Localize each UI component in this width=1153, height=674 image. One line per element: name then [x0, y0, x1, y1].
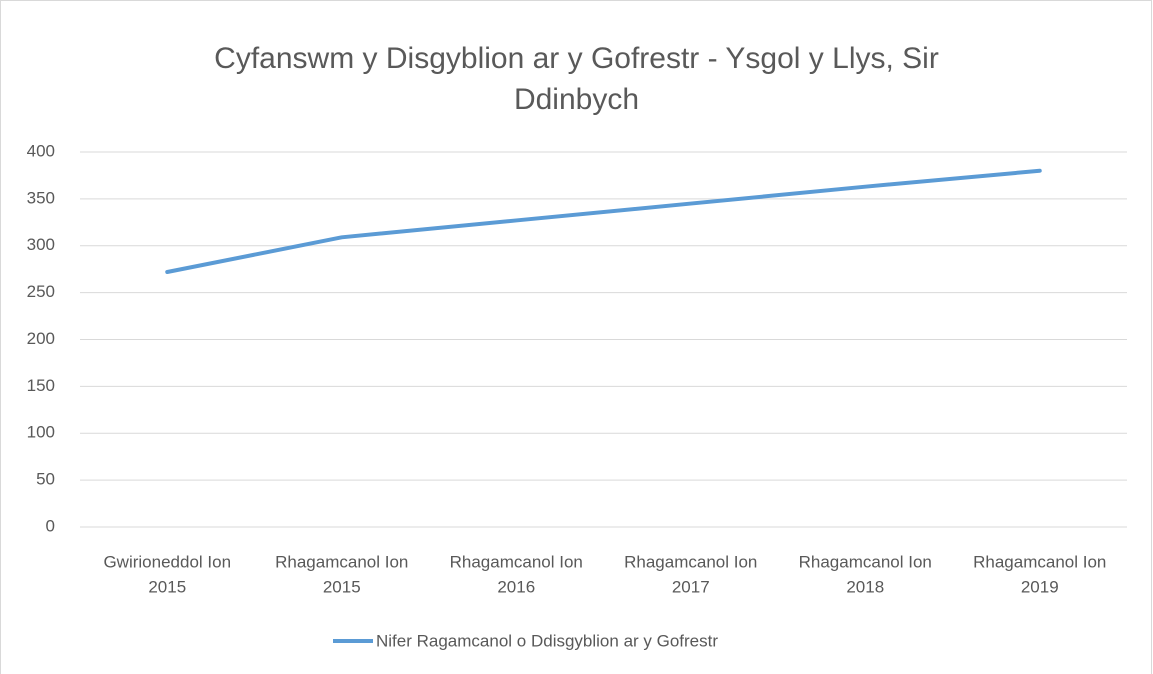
y-tick-label: 200: [27, 329, 55, 348]
x-tick-label: Rhagamcanol Ion: [624, 552, 757, 571]
chart-title: Cyfanswm y Disgyblion ar y Gofrestr - Ys…: [214, 42, 939, 116]
y-tick-label: 0: [46, 516, 55, 535]
x-tick-label: Gwirioneddol Ion: [103, 552, 231, 571]
x-tick-label: 2017: [672, 577, 710, 596]
x-tick-label: 2018: [846, 577, 884, 596]
y-tick-label: 400: [27, 141, 55, 160]
legend-label: Nifer Ragamcanol o Ddisgyblion ar y Gofr…: [376, 631, 718, 650]
y-tick-label: 50: [36, 470, 55, 489]
x-tick-label: 2015: [148, 577, 186, 596]
data-line: [165, 168, 1042, 274]
y-tick-label: 150: [27, 376, 55, 395]
x-tick-label: 2015: [323, 577, 361, 596]
x-tick-label: 2019: [1021, 577, 1059, 596]
x-tick-label: Rhagamcanol Ion: [799, 552, 932, 571]
y-tick-label: 300: [27, 235, 55, 254]
x-tick-label: Rhagamcanol Ion: [450, 552, 583, 571]
x-tick-label: Rhagamcanol Ion: [275, 552, 408, 571]
x-tick-label: 2016: [497, 577, 535, 596]
y-tick-label: 100: [27, 423, 55, 442]
x-tick-label: Rhagamcanol Ion: [973, 552, 1106, 571]
y-tick-label: 250: [27, 282, 55, 301]
y-tick-label: 350: [27, 188, 55, 207]
